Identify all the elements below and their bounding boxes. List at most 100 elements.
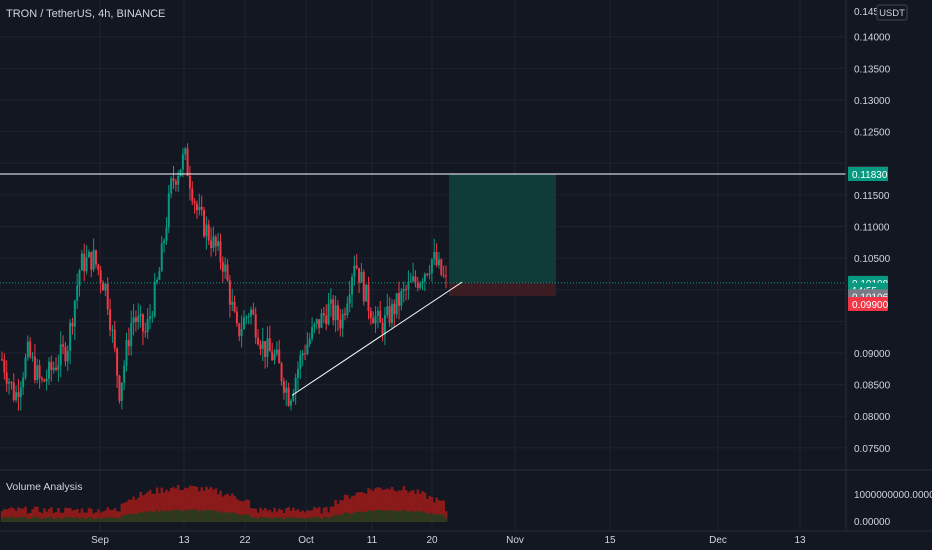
volume-bar <box>172 487 175 522</box>
candle-body <box>15 392 18 401</box>
volume-bar <box>104 510 107 522</box>
volume-bar-inner <box>97 517 100 522</box>
volume-bar-inner <box>437 514 441 522</box>
candle-body <box>123 365 126 383</box>
volume-bar-inner <box>310 517 314 522</box>
volume-bar <box>94 512 98 522</box>
volume-bar <box>43 508 46 522</box>
volume-bar <box>158 493 161 522</box>
volume-bar-inner <box>289 518 293 522</box>
volume-bar-inner <box>261 517 265 522</box>
volume-bar-inner <box>334 514 337 522</box>
volume-bar-inner <box>364 512 368 522</box>
volume-bar-inner <box>371 511 375 522</box>
volume-bar <box>160 487 164 522</box>
candle-body <box>177 176 180 185</box>
volume-bar <box>285 508 288 522</box>
candle-body <box>400 291 403 306</box>
volume-bar <box>223 494 227 522</box>
volume-bar <box>235 498 239 522</box>
volume-bar-inner <box>322 517 326 522</box>
candle-body <box>163 240 166 244</box>
candle-body <box>76 285 79 301</box>
candle-body <box>398 293 401 306</box>
candle-body <box>423 273 426 282</box>
volume-bar-inner <box>400 510 403 522</box>
candle-body <box>186 148 189 176</box>
volume-bar-inner <box>329 516 333 522</box>
candle-body <box>435 252 438 266</box>
ascending-trendline[interactable] <box>291 281 463 396</box>
volume-bar-inner <box>414 512 417 522</box>
position-loss-zone[interactable] <box>449 282 556 297</box>
candle-body <box>282 381 285 393</box>
currency-badge[interactable] <box>876 4 908 21</box>
candle-body <box>111 329 114 331</box>
candle-body <box>388 306 391 323</box>
candle-body <box>200 206 203 210</box>
volume-bar <box>153 493 157 522</box>
candle-body <box>252 309 255 315</box>
volume-bar-inner <box>402 509 406 522</box>
volume-bar-inner <box>306 517 309 522</box>
volume-bar-inner <box>226 512 229 522</box>
volume-bar-inner <box>379 510 382 522</box>
volume-bar <box>21 508 25 522</box>
candle-body <box>160 243 163 272</box>
candle-body <box>188 175 191 189</box>
candle-body <box>226 264 229 281</box>
candle-body <box>355 265 358 268</box>
volume-bar-inner <box>10 516 13 522</box>
volume-bar <box>40 513 44 522</box>
volume-bar <box>379 487 382 522</box>
volume-bar-inner <box>273 517 276 522</box>
volume-bar <box>404 490 408 522</box>
candle-body <box>10 382 13 384</box>
candle-body <box>127 340 130 347</box>
candle-body <box>367 284 370 311</box>
volume-bar <box>36 506 39 522</box>
candle-body <box>172 178 175 181</box>
volume-bar <box>193 486 197 522</box>
volume-bar-inner <box>7 517 11 522</box>
volume-bar-inner <box>430 513 434 522</box>
candle-body <box>113 329 116 349</box>
volume-bar <box>33 506 37 522</box>
time-axis[interactable]: Sep 13 22 Oct 11 20 Nov 15 Dec 13 <box>91 535 806 546</box>
candle-body <box>12 382 15 401</box>
volume-bar-inner <box>386 510 389 522</box>
volume-bar-inner <box>108 517 112 522</box>
grid <box>0 0 846 531</box>
volume-bar-inner <box>40 518 44 522</box>
candle-body <box>45 378 48 382</box>
candle-body <box>242 317 245 330</box>
price-tag-label: 0.09900 <box>852 300 889 311</box>
volume-bar-inner <box>231 511 234 522</box>
candle-body <box>87 251 90 258</box>
volume-bar <box>202 490 206 522</box>
candle-body <box>294 377 297 394</box>
volume-bar-inner <box>28 518 32 522</box>
volume-bar-inner <box>71 517 74 522</box>
volume-bar <box>61 512 65 522</box>
volume-bar-inner <box>216 512 220 522</box>
volume-bar <box>231 493 234 522</box>
volume-bar <box>10 507 13 522</box>
candle-body <box>297 368 299 378</box>
price-axis[interactable]: 0.14000 0.13500 0.13000 0.12500 0.11500 0.110… <box>854 33 891 455</box>
candle-body <box>381 322 384 335</box>
price-tick: 0.11500 <box>854 191 890 202</box>
volume-bar <box>292 507 295 522</box>
volume-bar-inner <box>19 517 23 522</box>
volume-bar-inner <box>442 514 446 522</box>
candle-body <box>250 309 253 317</box>
candle-body <box>247 316 250 318</box>
time-tick: 20 <box>426 535 438 546</box>
candle-body <box>313 323 316 328</box>
volume-bar <box>75 508 79 522</box>
volume-bar-inner <box>376 509 380 522</box>
position-profit-zone[interactable] <box>449 173 556 283</box>
volume-bar <box>346 495 349 522</box>
